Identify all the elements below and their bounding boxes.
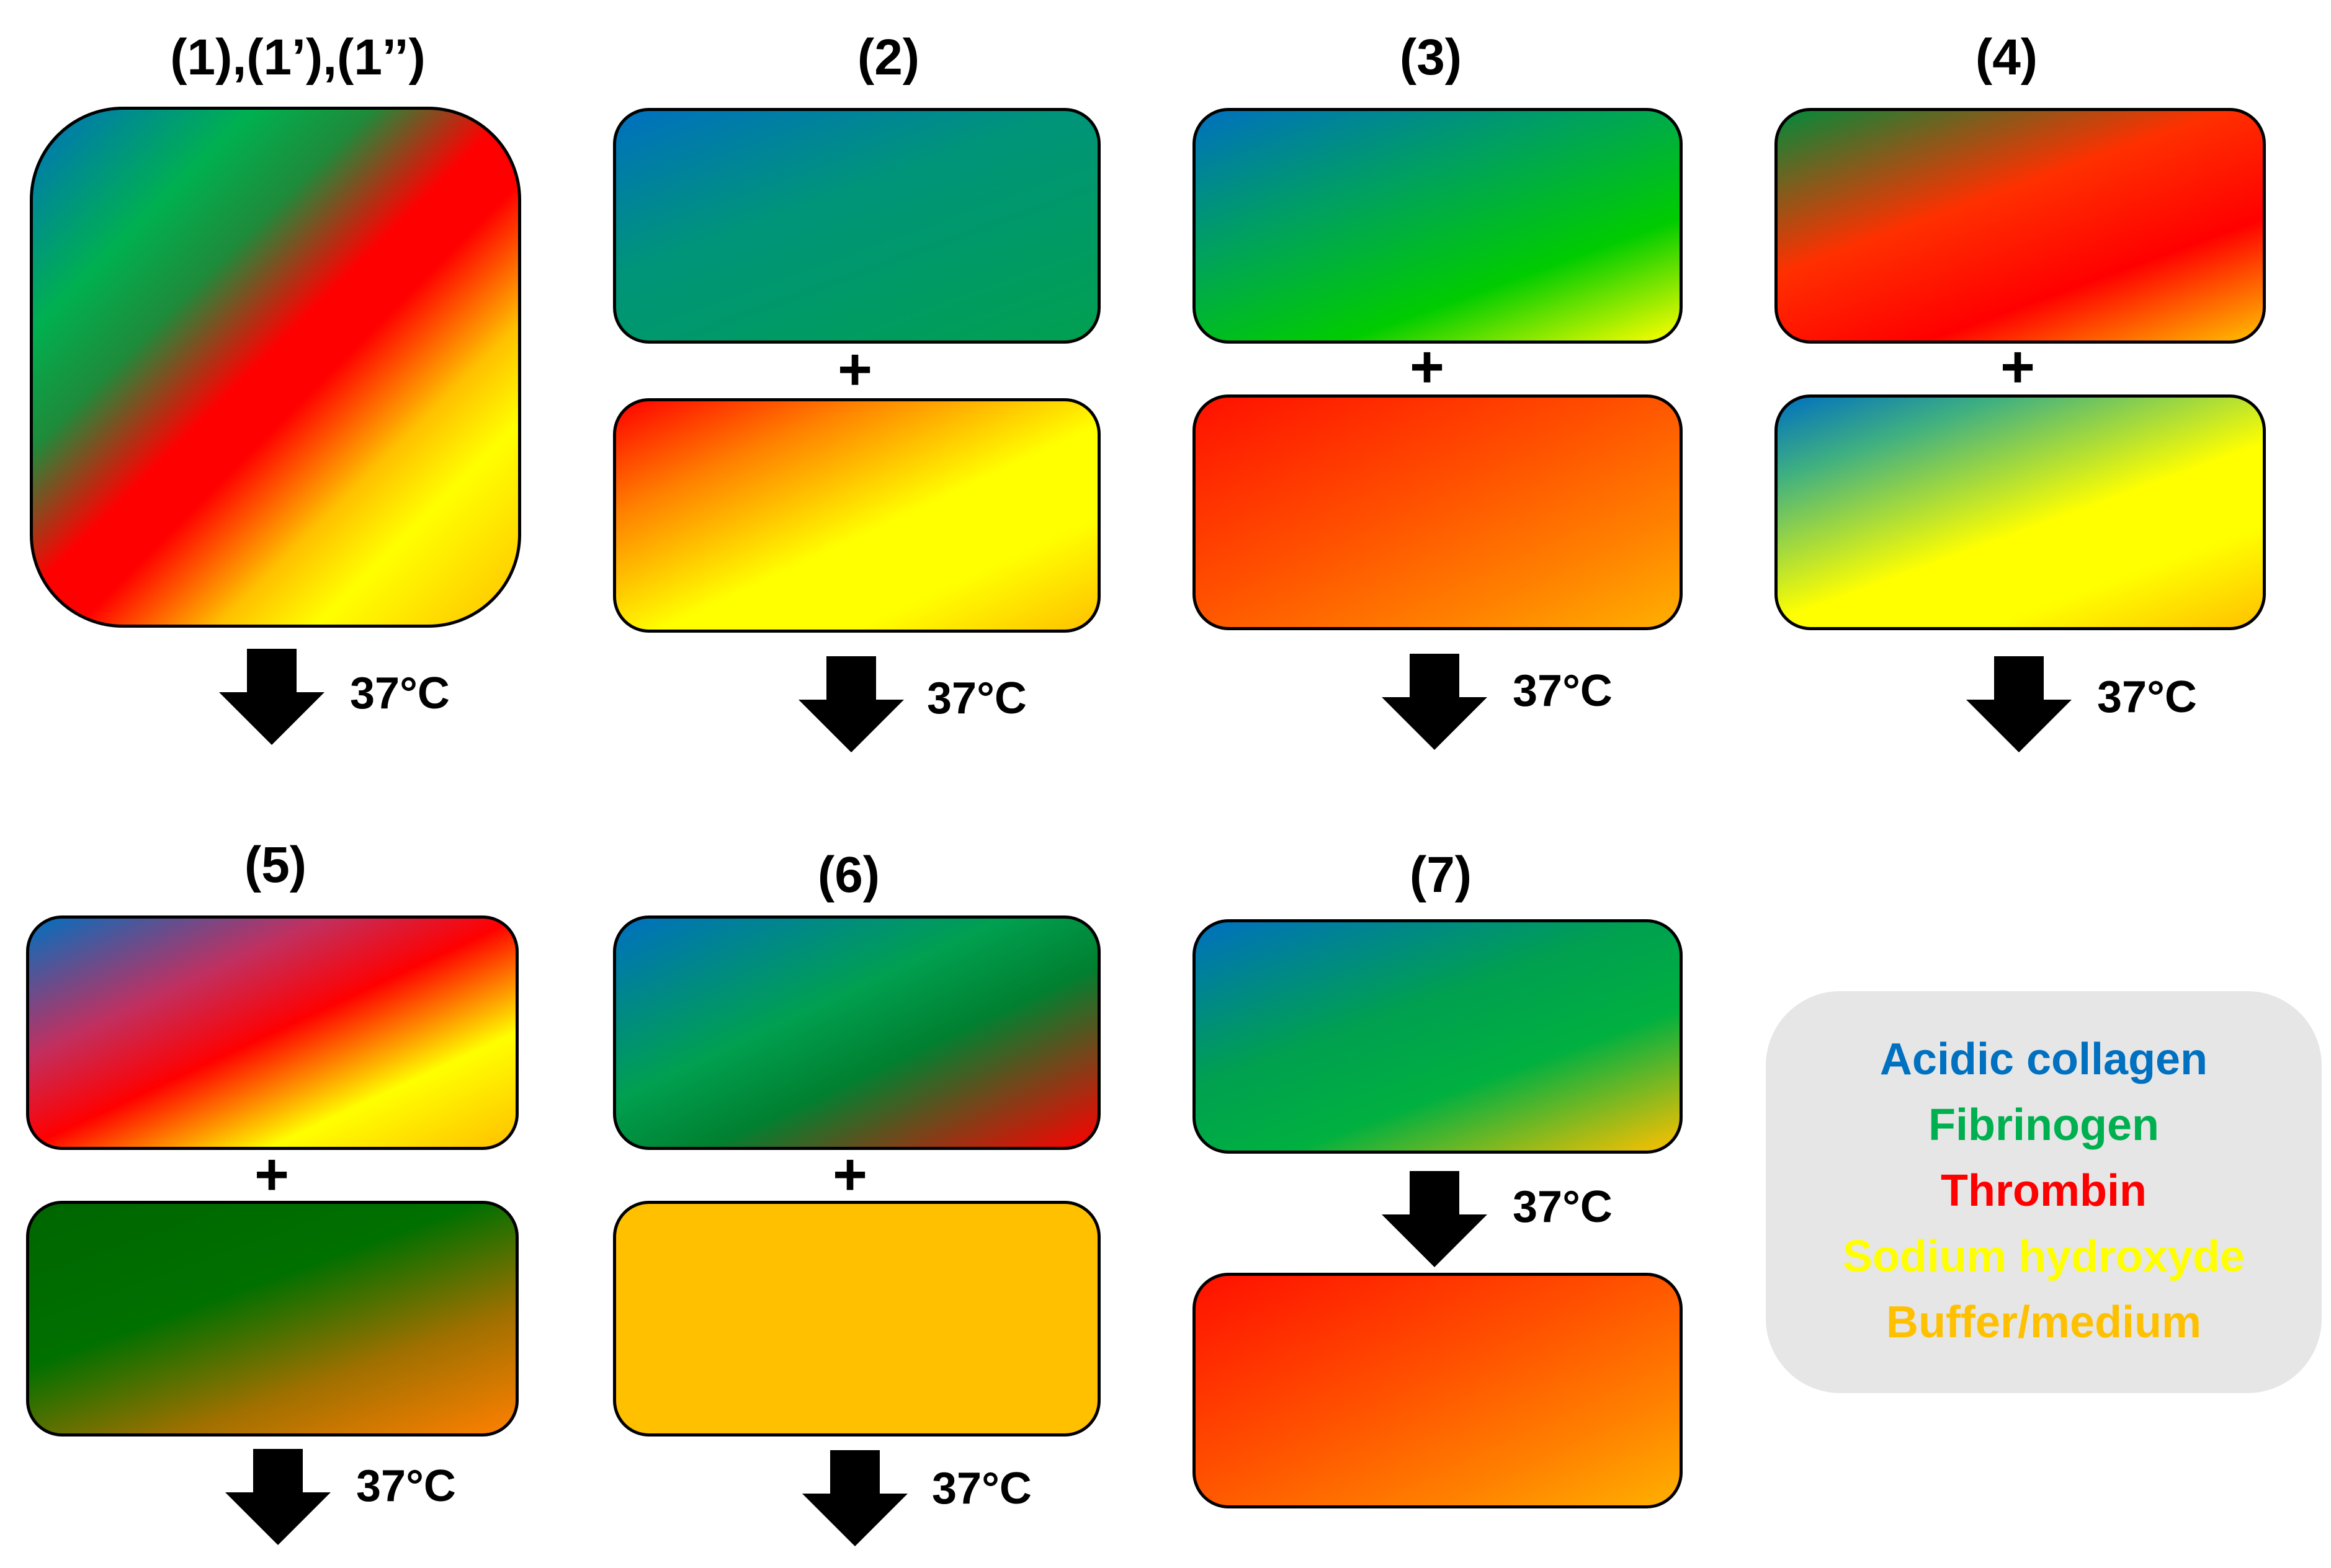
panel-6-temperature: 37°C [932, 1464, 1032, 1513]
panel-3-plus: + [1409, 334, 1445, 400]
panel-2-down-arrow-icon [799, 656, 904, 752]
panel-6-title: (6) [817, 847, 880, 903]
panel-4-down-arrow-icon [1966, 656, 2072, 752]
panel-5-top-box [26, 915, 519, 1150]
legend-item-fibrinogen: Fibrinogen [1928, 1100, 2159, 1150]
panel-4-top-box [1774, 108, 2266, 344]
panel-4-temperature: 37°C [2097, 672, 2197, 722]
panel-4-title: (4) [1975, 29, 2038, 86]
panel-5-title: (5) [244, 837, 307, 893]
panel-7-result-box [1192, 1273, 1683, 1508]
panel-6-top-box [613, 915, 1101, 1150]
panel-7-title: (7) [1409, 847, 1472, 903]
legend-box: Acidic collagen Fibrinogen Thrombin Sodi… [1766, 991, 2322, 1393]
legend-item-acidic-collagen: Acidic collagen [1879, 1035, 2208, 1084]
legend-item-sodium-hydroxyde: Sodium hydroxyde [1842, 1232, 2245, 1281]
panel-5-bottom-box [26, 1201, 519, 1437]
panel-7-temperature: 37°C [1513, 1182, 1613, 1232]
legend-item-thrombin: Thrombin [1941, 1166, 2147, 1216]
panel-6-plus: + [832, 1141, 868, 1208]
panel-6-bottom-box [613, 1201, 1101, 1437]
panel-1-mixture-box [30, 107, 521, 628]
panel-1-title: (1),(1’),(1’’) [170, 29, 426, 86]
panel-5-down-arrow-icon [225, 1449, 331, 1545]
panel-4-plus: + [2000, 334, 2036, 400]
panel-1-down-arrow-icon [219, 649, 324, 745]
panel-2-plus: + [837, 336, 873, 403]
panel-2-bottom-box [613, 398, 1101, 633]
legend-item-buffer-medium: Buffer/medium [1886, 1298, 2202, 1347]
panel-3-top-box [1192, 108, 1683, 344]
panel-2-top-box [613, 108, 1101, 344]
panel-2-title: (2) [857, 29, 920, 86]
panel-3-temperature: 37°C [1513, 666, 1613, 716]
panel-3-down-arrow-icon [1382, 654, 1487, 750]
panel-7-top-box [1192, 919, 1683, 1154]
panel-6-down-arrow-icon [802, 1450, 908, 1546]
panel-4-bottom-box [1774, 394, 2266, 630]
panel-5-temperature: 37°C [356, 1461, 456, 1511]
panel-2-temperature: 37°C [927, 674, 1027, 723]
panel-3-title: (3) [1399, 29, 1462, 86]
panel-3-bottom-box [1192, 394, 1683, 630]
panel-7-down-arrow-icon [1382, 1171, 1487, 1267]
panel-5-plus: + [254, 1141, 290, 1208]
panel-1-temperature: 37°C [350, 669, 450, 718]
